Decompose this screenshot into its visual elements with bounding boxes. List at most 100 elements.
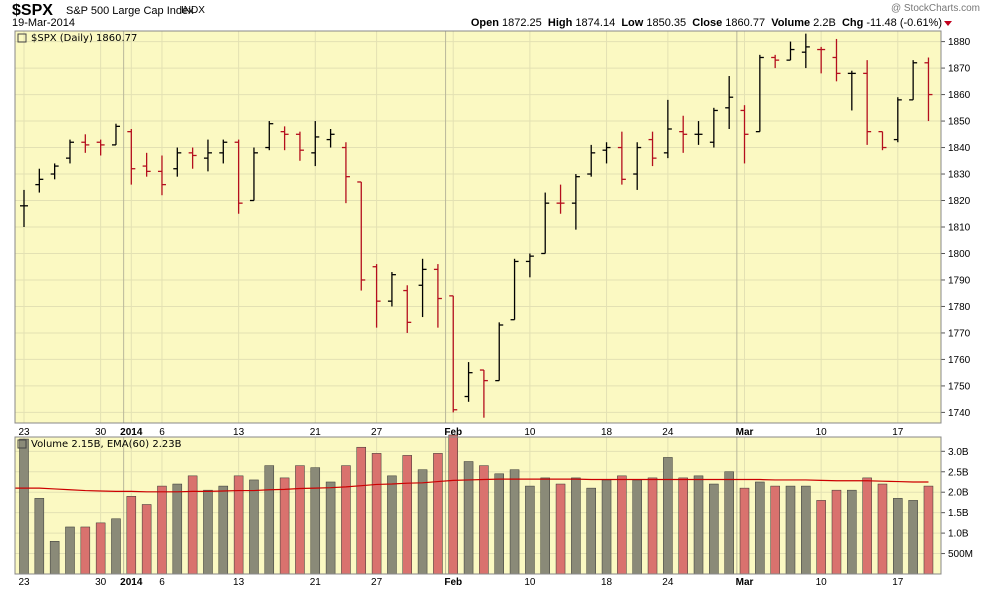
ohlc-bar <box>387 272 396 307</box>
ohlc-bar <box>663 99 672 159</box>
volume-x-tick-label: 10 <box>524 577 536 588</box>
ohlc-bar <box>786 41 795 61</box>
ohlc-bar <box>909 60 918 101</box>
ohlc-bar <box>173 147 182 177</box>
ohlc-bar <box>35 168 44 193</box>
volume-bar <box>172 483 183 575</box>
ohlc-bar <box>142 152 151 177</box>
chart-date: 19-Mar-2014 <box>12 17 75 29</box>
volume-bar <box>371 453 382 575</box>
price-frame <box>14 30 942 424</box>
ohlc-bar <box>633 142 642 190</box>
volume-bar <box>218 485 229 575</box>
price-tick-label: 1880 <box>948 37 971 48</box>
volume-bar <box>739 487 750 575</box>
volume-bar <box>847 489 857 575</box>
ohlc-bar <box>418 258 427 318</box>
volume-bar <box>831 489 842 575</box>
volume-bar <box>617 475 627 575</box>
x-tick-label: 18 <box>601 427 613 438</box>
volume-x-tick-label: 24 <box>662 577 674 588</box>
ohlc-bar <box>127 129 136 185</box>
ohlc-bar <box>65 139 74 164</box>
ohlc-bar <box>755 54 764 133</box>
ohlc-bar <box>648 131 657 167</box>
volume-bar <box>877 483 888 575</box>
volume-bar <box>49 541 60 575</box>
volume-bar <box>141 504 152 575</box>
ohlc-bar <box>280 126 289 151</box>
volume-bar <box>249 479 259 575</box>
ohlc-bar <box>771 54 780 69</box>
ohlc-bar <box>326 129 335 148</box>
volume-bar <box>509 469 520 575</box>
volume-bar <box>19 438 29 575</box>
ticker-symbol: $SPX <box>12 2 53 19</box>
legend-icon <box>17 33 27 43</box>
volume-bar <box>923 485 934 575</box>
volume-x-tick-label: Mar <box>736 577 754 588</box>
volume-bar <box>479 465 489 575</box>
volume-bar <box>264 465 275 575</box>
ohlc-bar <box>249 147 258 202</box>
price-tick-label: 1810 <box>948 223 971 234</box>
volume-bar <box>555 483 566 575</box>
open-value: 1872.25 <box>502 17 542 29</box>
ohlc-bar <box>740 105 749 164</box>
ema-line <box>15 478 929 493</box>
ohlc-bar <box>372 264 381 328</box>
ohlc-bar <box>832 38 841 82</box>
watermark: @ StockCharts.com <box>890 3 980 14</box>
x-tick-label: 21 <box>310 427 322 438</box>
volume-bar <box>601 479 612 575</box>
ohlc-bar <box>525 253 534 278</box>
ohlc-bar <box>20 189 28 227</box>
volume-value: 2.2B <box>813 17 836 29</box>
volume-tick-label: 2.0B <box>948 488 969 499</box>
x-tick-label: 6 <box>159 427 165 438</box>
volume-bar <box>724 471 734 575</box>
ohlc-bar <box>341 142 350 204</box>
price-tick-label: 1840 <box>948 143 971 154</box>
volume-bar <box>709 483 719 575</box>
ohlc-bar <box>893 97 902 143</box>
x-tick-label: 30 <box>95 427 107 438</box>
price-tick-label: 1860 <box>948 90 971 101</box>
volume-bar <box>111 518 121 575</box>
ohlc-bar <box>311 121 320 167</box>
close-value: 1860.77 <box>725 17 766 29</box>
high-value: 1874.14 <box>575 17 616 29</box>
ohlc-bar <box>541 192 550 255</box>
volume-legend: Volume 2.15B, EMA(60) 2.23B <box>31 439 182 450</box>
volume-bar <box>356 446 367 575</box>
price-tick-label: 1850 <box>948 117 971 128</box>
volume-bar <box>417 469 428 575</box>
ohlc-bar <box>96 139 105 156</box>
volume-bar <box>647 477 658 575</box>
ohlc-bar <box>556 184 565 214</box>
x-tick-label: 10 <box>816 427 828 438</box>
price-legend: $SPX (Daily) 1860.77 <box>31 33 137 44</box>
index-name: S&P 500 Large Cap Index <box>66 5 194 17</box>
volume-tick-label: 1.0B <box>948 529 969 540</box>
volume-bar <box>586 487 596 575</box>
volume-x-tick-label: 21 <box>310 577 322 588</box>
volume-bar <box>387 475 397 575</box>
ohlc-bar <box>725 76 734 129</box>
ohlc-bar <box>433 264 442 328</box>
ohlc-bar <box>265 121 274 151</box>
high-label: High <box>547 17 573 29</box>
volume-bar <box>433 453 443 575</box>
volume-bar <box>463 461 474 575</box>
x-tick-label: 2014 <box>120 427 143 438</box>
volume-x-tick-label: 13 <box>233 577 245 588</box>
volume-x-tick-label: 27 <box>371 577 383 588</box>
volume-x-tick-label: 18 <box>601 577 613 588</box>
ohlc-bar <box>157 155 166 196</box>
ohlc-bar <box>863 60 872 145</box>
ohlc-bar <box>801 33 810 69</box>
volume-bar <box>157 485 167 575</box>
volume-bar <box>279 477 290 575</box>
ohlc-bar <box>295 131 304 161</box>
volume-panel: 3.0B 2.5B 2.0B 1.5B 1.0B 500M 23 30 2014 6 13 21 27 F… <box>14 434 973 588</box>
